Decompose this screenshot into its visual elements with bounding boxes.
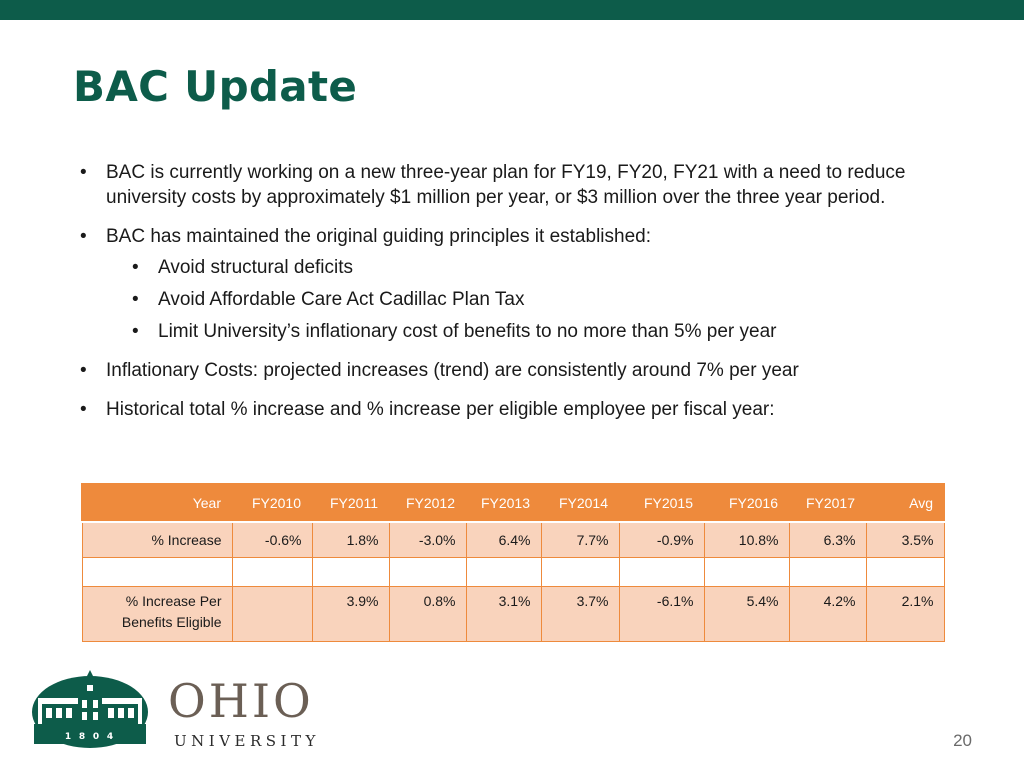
bullet-item-principles: BAC has maintained the original guiding … [80,224,930,344]
table-header-cell: FY2016 [703,483,790,523]
table-cell: 3.9% [311,586,390,642]
table-cell: -6.1% [618,586,705,642]
bullet-text: BAC has maintained the original guiding … [106,226,651,247]
building-seal-icon [32,670,148,748]
table-cell: -0.6% [231,521,313,558]
table-cell [540,557,620,587]
slide-title: BAC Update [73,62,358,111]
table-cell [231,557,313,587]
seal-year-digit: 1 [65,732,71,742]
table-cell: -0.9% [618,521,705,558]
top-accent-bar [0,0,1024,20]
table-header-cell: FY2017 [788,483,867,523]
table-cell: 5.4% [703,586,790,642]
table-cell [465,557,542,587]
seal-year-digit: 0 [93,732,99,742]
ohio-university-logo: 1 8 0 4 [32,670,148,748]
seal-year-digit: 4 [107,732,113,742]
page-number: 20 [953,731,972,750]
table-cell: 10.8% [703,521,790,558]
table-cell [311,557,390,587]
sub-bullet-item: Avoid Affordable Care Act Cadillac Plan … [106,287,930,312]
sub-bullet-item: Avoid structural deficits [106,255,930,280]
bullet-item: BAC is currently working on a new three-… [80,160,930,210]
sub-bullet-item: Limit University’s inflationary cost of … [106,319,930,344]
table-cell: 6.3% [788,521,867,558]
table-cell: 2.1% [865,586,945,642]
bullet-item: Inflationary Costs: projected increases … [80,358,930,383]
table-cell [865,557,945,587]
table-cell: 7.7% [540,521,620,558]
table-row-per-eligible: % Increase Per Benefits Eligible 3.9% 0.… [81,586,945,642]
table-cell [703,557,790,587]
bullet-item: Historical total % increase and % increa… [80,397,930,422]
table-cell-label: % Increase Per Benefits Eligible [81,586,233,642]
table-header-cell: FY2013 [465,483,542,523]
table-cell: 6.4% [465,521,542,558]
table-header-cell: FY2010 [231,483,313,523]
table-cell: 3.1% [465,586,542,642]
table-row-increase: % Increase -0.6% 1.8% -3.0% 6.4% 7.7% -0… [81,521,945,558]
table-header-cell: Year [81,483,233,523]
table-header-cell: FY2012 [388,483,467,523]
seal-year-digit: 8 [79,732,85,742]
table-header-cell: FY2014 [540,483,620,523]
table-header-cell: FY2011 [311,483,390,523]
table-cell: 0.8% [388,586,467,642]
table-cell [618,557,705,587]
sub-bullet-list: Avoid structural deficits Avoid Affordab… [106,255,930,344]
bullet-list: BAC is currently working on a new three-… [80,160,930,436]
table-cell: 1.8% [311,521,390,558]
table-row-blank [81,557,945,587]
table-cell: 4.2% [788,586,867,642]
logo-subword: UNIVERSITY [174,732,320,750]
table-cell [231,586,313,642]
table-cell-label: % Increase [81,521,233,558]
increase-table: Year FY2010 FY2011 FY2012 FY2013 FY2014 … [81,483,945,642]
table-cell: -3.0% [388,521,467,558]
table-header-cell: Avg [865,483,945,523]
table-cell: 3.7% [540,586,620,642]
table-cell [81,557,233,587]
table-header-row: Year FY2010 FY2011 FY2012 FY2013 FY2014 … [81,483,945,523]
table-header-cell: FY2015 [618,483,705,523]
table-cell: 3.5% [865,521,945,558]
table-cell [388,557,467,587]
table-cell [788,557,867,587]
logo-wordmark: OHIO [168,674,314,728]
